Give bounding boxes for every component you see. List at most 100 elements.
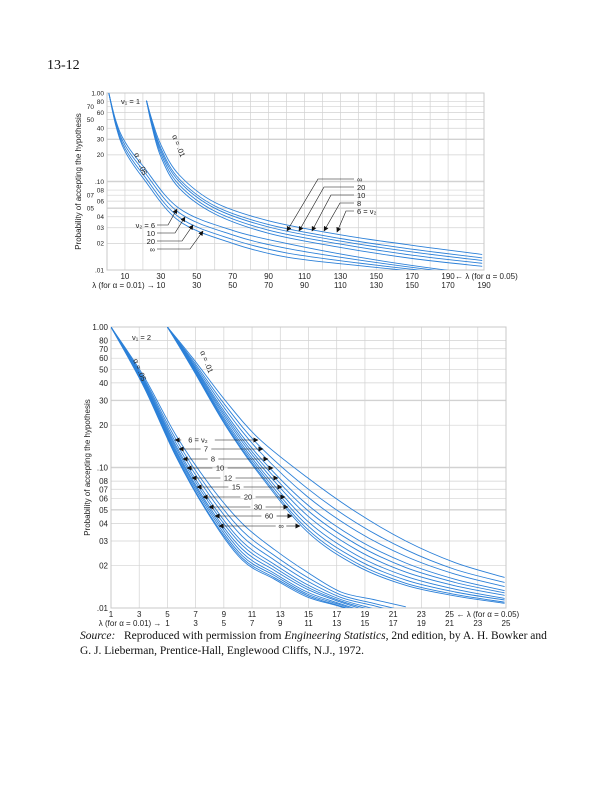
- curve-alpha05-nu2-∞: [111, 327, 347, 608]
- y-tick-label: 1.00: [91, 90, 104, 97]
- legend-label: 8: [357, 199, 361, 208]
- x-tick-label-alpha05: 13: [276, 610, 285, 619]
- y-tick-label: 30: [97, 137, 105, 144]
- legend-label: ∞: [357, 175, 362, 184]
- legend-alpha01-leaders: [286, 178, 354, 233]
- alpha-05-label: α = .05: [131, 357, 148, 382]
- nu1-label: ν₁ = 2: [132, 333, 151, 342]
- source-text-cont: 2nd edition, by A. H. Bowker and G. J. L…: [80, 630, 547, 657]
- curve-alpha05-nu2-30: [111, 327, 352, 608]
- y-tick-label: 02: [99, 562, 108, 571]
- y-tick-label: 40: [97, 126, 105, 133]
- x-tick-label-alpha05: 17: [332, 610, 341, 619]
- y-tick-label: .01: [95, 267, 104, 274]
- y-tick-label: .01: [97, 604, 109, 613]
- curve-alpha01-nu2-30: [167, 327, 505, 601]
- x-tick-label-alpha05: 90: [264, 272, 273, 281]
- x-tick-label-alpha05: 130: [334, 272, 348, 281]
- legend-label: 15: [232, 483, 240, 492]
- curve-alpha05-nu2-∞: [108, 93, 407, 270]
- x-tick-label-alpha01: 10: [156, 281, 165, 290]
- legend-label: 10: [147, 229, 155, 238]
- x-tick-label-alpha05: 23: [417, 610, 426, 619]
- source-label: Source:: [80, 630, 116, 642]
- legend-label: 20: [357, 183, 365, 192]
- x-tick-label-alpha05: 7: [193, 610, 198, 619]
- y-tick-label: 50: [87, 117, 95, 124]
- curve-alpha01-nu2-∞: [167, 327, 505, 604]
- x-tick-label-alpha01: 110: [334, 281, 347, 290]
- y-axis-label: Probability of accepting the hypothesis: [74, 113, 83, 250]
- x-tick-label-alpha01: 17: [389, 619, 398, 628]
- curve-alpha01-nu2-10: [146, 100, 483, 261]
- x-axis-label-alpha01: λ (for α = 0.01) →: [99, 619, 162, 628]
- curve-alpha05-nu2-7: [111, 327, 395, 608]
- legend-label: 12: [224, 474, 232, 483]
- y-tick-label: 40: [99, 379, 108, 388]
- x-tick-label-alpha01: 150: [406, 281, 420, 290]
- curve-alpha01-nu2-6: [146, 100, 483, 255]
- curve-alpha05-nu2-10: [108, 93, 437, 270]
- legend-label: ∞: [150, 245, 155, 254]
- x-tick-label-alpha01: 5: [222, 619, 227, 628]
- x-tick-label-alpha01: 11: [304, 619, 313, 628]
- x-tick-label-alpha05: 15: [304, 610, 313, 619]
- y-tick-label: 07: [87, 193, 95, 200]
- curve-alpha01-nu2-20: [146, 100, 483, 264]
- legend-label: 7: [204, 445, 208, 454]
- curves: [108, 93, 483, 270]
- plot-frame: [110, 326, 507, 609]
- curves: [111, 327, 505, 608]
- y-tick-label: 80: [97, 99, 105, 106]
- x-tick-label-alpha01: 50: [228, 281, 237, 290]
- legend-label: 8: [211, 455, 215, 464]
- curve-alpha01-nu2-12: [167, 327, 505, 594]
- nu1-label: ν₁ = 1: [121, 97, 140, 106]
- x-tick-label-alpha05: 50: [192, 272, 201, 281]
- x-tick-label-alpha05: 10: [120, 272, 129, 281]
- x-tick-label-alpha05: 3: [137, 610, 142, 619]
- curve-alpha01-nu2-10: [167, 327, 505, 592]
- y-tick-label: 05: [87, 205, 95, 212]
- y-axis-label: Probability of accepting the hypothesis: [83, 399, 92, 536]
- curve-alpha01-nu2-7: [167, 327, 505, 583]
- y-tick-label: 30: [99, 396, 108, 405]
- x-tick-label-alpha01: 15: [360, 619, 369, 628]
- y-tick-label: 80: [99, 337, 108, 346]
- legend-label: 20: [244, 493, 252, 502]
- x-tick-label-alpha05: 170: [406, 272, 420, 281]
- curve-alpha05-nu2-10: [111, 327, 373, 608]
- y-tick-label: 06: [97, 198, 105, 205]
- x-tick-label-alpha01: 19: [417, 619, 426, 628]
- y-tick-label: 07: [99, 485, 108, 494]
- x-tick-label-alpha05: 21: [389, 610, 398, 619]
- x-tick-label-alpha01: 23: [473, 619, 482, 628]
- x-tick-label-alpha01: 9: [278, 619, 283, 628]
- y-tick-label: 05: [99, 506, 108, 515]
- curve-alpha05-nu2-60: [111, 327, 348, 608]
- curve-alpha01-nu2-20: [167, 327, 505, 599]
- curve-alpha05-nu2-12: [111, 327, 367, 608]
- curve-alpha01-nu2-∞: [146, 100, 483, 267]
- legend-label: 10: [357, 191, 365, 200]
- legend-label: 10: [216, 464, 224, 473]
- plot-frame: [106, 92, 485, 271]
- x-axis-label-alpha05: ← λ (for α = 0.05): [457, 610, 520, 619]
- x-tick-label-alpha05: 30: [156, 272, 165, 281]
- x-tick-label-alpha01: 70: [264, 281, 273, 290]
- curve-alpha05-nu2-6: [108, 93, 449, 270]
- legend-label: 6 = ν₂: [357, 207, 376, 216]
- y-tick-label: 04: [99, 519, 108, 528]
- source-title: Engineering Statistics,: [284, 630, 389, 642]
- legend-label: ∞: [278, 522, 283, 531]
- x-tick-label-alpha01: 21: [445, 619, 454, 628]
- source-note: Source: Reproduced with permission from …: [80, 629, 550, 659]
- chart-nu1-1: 1.0080706050403020.1008070605040302.0110…: [74, 90, 518, 290]
- curve-alpha05-nu2-15: [111, 327, 361, 608]
- legend-label: ν₂ = 6: [136, 221, 155, 230]
- y-tick-label: .10: [95, 179, 104, 186]
- curve-alpha05-nu2-6: [111, 327, 406, 608]
- x-tick-label-alpha05: 1: [109, 610, 114, 619]
